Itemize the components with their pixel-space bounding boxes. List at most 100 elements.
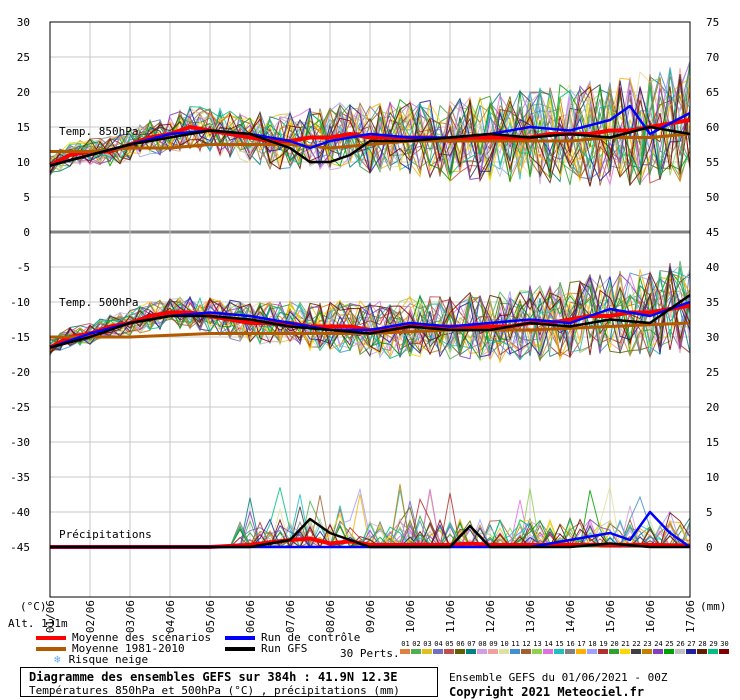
member-legend-item: 14 bbox=[543, 640, 554, 654]
member-swatch bbox=[598, 649, 608, 654]
x-tick-label: 14/06 bbox=[564, 600, 577, 633]
member-number: 10 bbox=[500, 640, 509, 648]
member-line-29 bbox=[49, 68, 691, 177]
panel-label-t850: Temp. 850hPa bbox=[59, 125, 138, 138]
legend-item-mean: Moyenne des scénarios bbox=[36, 632, 211, 644]
member-legend-item: 20 bbox=[609, 640, 620, 654]
y-right-tick-label: 25 bbox=[706, 366, 719, 379]
member-number: 22 bbox=[632, 640, 641, 648]
member-swatch bbox=[477, 649, 487, 654]
legend-item-climate: Moyenne 1981-2010 bbox=[36, 643, 185, 655]
member-number: 09 bbox=[489, 640, 498, 648]
member-swatch bbox=[620, 649, 630, 654]
member-swatch bbox=[719, 649, 729, 654]
y-right-tick-label: 45 bbox=[706, 226, 719, 239]
y-right-tick-label: 55 bbox=[706, 156, 719, 169]
member-line-30 bbox=[49, 79, 691, 187]
member-swatch bbox=[411, 649, 421, 654]
x-tick-label: 10/06 bbox=[404, 600, 417, 633]
member-legend-item: 18 bbox=[587, 640, 598, 654]
member-swatch bbox=[631, 649, 641, 654]
series-line-t850-3 bbox=[49, 125, 691, 167]
y-right-tick-label: 10 bbox=[706, 471, 719, 484]
member-legend-item: 25 bbox=[664, 640, 675, 654]
member-number: 14 bbox=[544, 640, 553, 648]
y-right-tick-label: 15 bbox=[706, 436, 719, 449]
member-legend-item: 15 bbox=[554, 640, 565, 654]
member-swatch bbox=[675, 649, 685, 654]
series-line-t850-1 bbox=[50, 132, 691, 153]
member-swatch bbox=[697, 649, 707, 654]
title-box: Diagramme des ensembles GEFS sur 384h : … bbox=[20, 667, 438, 697]
member-number: 03 bbox=[423, 640, 432, 648]
member-legend-item: 19 bbox=[598, 640, 609, 654]
member-number: 13 bbox=[533, 640, 542, 648]
member-legend-item: 23 bbox=[642, 640, 653, 654]
member-legend-item: 10 bbox=[499, 640, 510, 654]
member-legend-item: 13 bbox=[532, 640, 543, 654]
y-left-tick-label: 20 bbox=[17, 86, 30, 99]
y-left-tick-label: -5 bbox=[17, 261, 30, 274]
member-number: 12 bbox=[522, 640, 531, 648]
member-number: 21 bbox=[621, 640, 630, 648]
y-left-tick-label: 30 bbox=[17, 16, 30, 29]
y-right-tick-label: 60 bbox=[706, 121, 719, 134]
chart-subtitle: Températures 850hPa et 500hPa (°C) , pré… bbox=[29, 684, 400, 697]
y-left-tick-label: -10 bbox=[10, 296, 30, 309]
member-legend-item: 12 bbox=[521, 640, 532, 654]
member-swatch bbox=[554, 649, 564, 654]
member-number: 17 bbox=[577, 640, 586, 648]
member-swatch bbox=[455, 649, 465, 654]
y-right-tick-label: 65 bbox=[706, 86, 719, 99]
y-left-tick-label: 10 bbox=[17, 156, 30, 169]
altitude: Alt. 131m bbox=[8, 617, 68, 630]
member-number: 30 bbox=[720, 640, 729, 648]
x-tick-label: 03/06 bbox=[124, 600, 137, 633]
member-swatch bbox=[510, 649, 520, 654]
member-legend-item: 11 bbox=[510, 640, 521, 654]
member-line-28 bbox=[49, 86, 691, 187]
y-left-tick-label: 25 bbox=[17, 51, 30, 64]
member-legend-item: 22 bbox=[631, 640, 642, 654]
y-left-tick-label: -45 bbox=[10, 541, 30, 554]
member-number: 27 bbox=[687, 640, 696, 648]
member-legend-item: 21 bbox=[620, 640, 631, 654]
member-legend-item: 03 bbox=[422, 640, 433, 654]
y-left-tick-label: -25 bbox=[10, 401, 30, 414]
copyright: Copyright 2021 Meteociel.fr bbox=[449, 685, 645, 699]
legend-swatch bbox=[225, 636, 255, 640]
member-swatch bbox=[466, 649, 476, 654]
member-swatch bbox=[422, 649, 432, 654]
member-line-27 bbox=[49, 266, 691, 358]
legend-swatch bbox=[36, 636, 66, 640]
x-tick-label: 11/06 bbox=[444, 600, 457, 633]
member-legend-item: 17 bbox=[576, 640, 587, 654]
member-legend-item: 27 bbox=[686, 640, 697, 654]
member-number: 24 bbox=[654, 640, 663, 648]
member-legend-item: 16 bbox=[565, 640, 576, 654]
member-swatch bbox=[587, 649, 597, 654]
member-swatch bbox=[642, 649, 652, 654]
legend-swatch bbox=[225, 647, 255, 651]
run-info: Ensemble GEFS du 01/06/2021 - 00Z bbox=[449, 671, 668, 684]
y-right-tick-label: 40 bbox=[706, 261, 719, 274]
y-right-tick-label: 70 bbox=[706, 51, 719, 64]
y-right-tick-label: 20 bbox=[706, 401, 719, 414]
legend-item-control: Run de contrôle bbox=[225, 632, 360, 644]
member-legend-item: 28 bbox=[697, 640, 708, 654]
x-tick-label: 13/06 bbox=[524, 600, 537, 633]
legend-item-gfs: Run GFS bbox=[225, 643, 307, 655]
member-number: 06 bbox=[456, 640, 465, 648]
member-number: 07 bbox=[467, 640, 476, 648]
x-tick-label: 05/06 bbox=[204, 600, 217, 633]
legend-item-snow: ❄ Risque neige bbox=[54, 653, 149, 666]
member-swatch bbox=[664, 649, 674, 654]
member-swatch bbox=[576, 649, 586, 654]
member-legend-item: 09 bbox=[488, 640, 499, 654]
y-left-tick-label: 0 bbox=[23, 226, 30, 239]
plot-frame bbox=[49, 21, 691, 598]
member-swatch bbox=[488, 649, 498, 654]
y-right-tick-label: 35 bbox=[706, 296, 719, 309]
member-number: 26 bbox=[676, 640, 685, 648]
